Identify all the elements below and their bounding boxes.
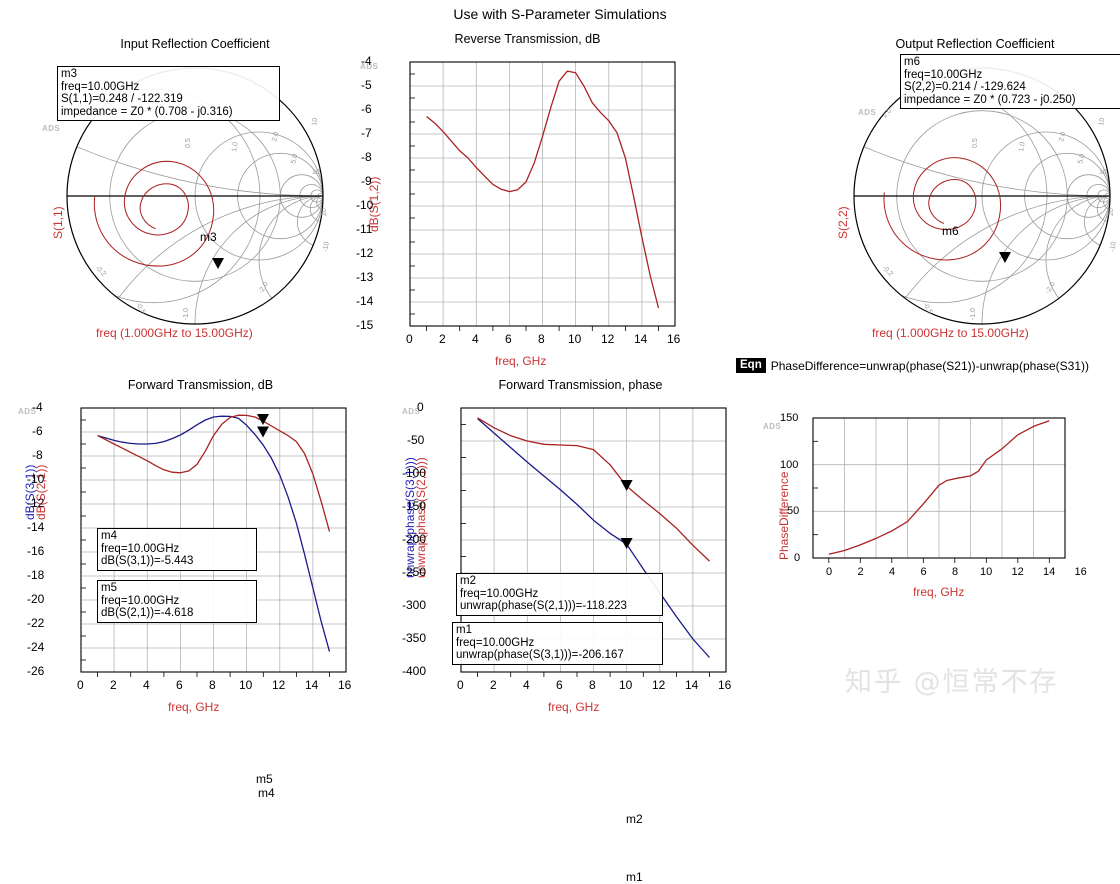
m2-l1: m2 [460, 575, 476, 587]
eqn-tag: Eqn [736, 358, 766, 373]
marker-label-m5[interactable]: m5 [256, 772, 273, 786]
plot-title: Forward Transmission, dB [127, 378, 274, 392]
svg-text:2.0: 2.0 [881, 108, 893, 120]
smith-x-axis-label: freq (1.000GHz to 15.00GHz) [872, 326, 1029, 340]
svg-text:-1.0: -1.0 [183, 308, 190, 320]
svg-text:-10: -10 [1109, 241, 1118, 252]
m4-l2: freq=10.00GHz [101, 542, 180, 555]
reverse-transmission-graphic [409, 61, 676, 331]
marker-label-m6[interactable]: m6 [942, 224, 959, 238]
forward-transmission-phase-plot[interactable]: Forward Transmission, phase ADS unwrap(p… [398, 378, 748, 884]
m1-l1: m1 [456, 624, 472, 636]
reverse-transmission-x-label: freq, GHz [495, 354, 547, 368]
svg-text:10: 10 [1099, 169, 1107, 176]
svg-text:-10: -10 [322, 241, 331, 252]
ads-watermark: ADS [402, 407, 421, 416]
plot-title: Forward Transmission, phase [498, 378, 663, 392]
equation-row[interactable]: Eqn PhaseDifference=unwrap(phase(S21))-u… [736, 358, 1089, 373]
m5-l2: freq=10.00GHz [101, 594, 180, 607]
page-title: Use with S-Parameter Simulations [453, 6, 667, 22]
marker-box-m2[interactable]: m2 freq=10.00GHz unwrap(phase(S(2,1)))=-11… [456, 573, 663, 616]
svg-text:1.0: 1.0 [231, 141, 240, 152]
marker-box-m5[interactable]: m5 freq=10.00GHz dB(S(2,1))=-4.618 [97, 580, 257, 623]
eqn-expression: PhaseDifference=unwrap(phase(S21))-unwra… [770, 358, 1090, 373]
svg-text:2.0: 2.0 [1058, 131, 1067, 142]
plot-title: Input Reflection Coefficient [120, 37, 270, 51]
m1-l3: unwrap(phase(S(3,1)))=-206.167 [456, 649, 624, 662]
marker-label-m3[interactable]: m3 [200, 230, 217, 244]
marker-label-m1[interactable]: m1 [626, 870, 643, 884]
m1-l2: freq=10.00GHz [456, 636, 535, 649]
phase-difference-plot[interactable]: ADS PhaseDifference [758, 392, 1118, 602]
m2-l3: unwrap(phase(S(2,1)))=-118.223 [460, 600, 627, 613]
m4-l3: dB(S(3,1))=-5.443 [101, 555, 194, 568]
m5-l1: m5 [101, 582, 117, 594]
ads-dataset-display: Use with S-Parameter Simulations Input R… [18, 6, 1120, 884]
phase-difference-graphic [812, 417, 1066, 563]
marker-label-m4[interactable]: m4 [258, 786, 275, 800]
svg-text:5.0: 5.0 [290, 153, 299, 164]
phase-x-label: freq, GHz [548, 700, 600, 714]
svg-text:1.0: 1.0 [1018, 141, 1027, 152]
svg-text:20: 20 [1108, 208, 1115, 216]
m2-l2: freq=10.00GHz [460, 587, 539, 600]
svg-text:-1.0: -1.0 [970, 308, 977, 320]
svg-text:20: 20 [321, 208, 328, 216]
smith-chart-graphic: 1.0 -1.0 0.5 2.0 -0.2 -0.5 -2.0 1.0 2.0 … [66, 67, 331, 325]
forward-db-x-label: freq, GHz [168, 700, 220, 714]
m4-l1: m4 [101, 530, 117, 542]
svg-text:2.0: 2.0 [271, 131, 280, 142]
m5-l3: dB(S(2,1))=-4.618 [101, 607, 194, 620]
marker-label-m2[interactable]: m2 [626, 812, 643, 826]
svg-text:0.5: 0.5 [185, 138, 192, 148]
smith-x-axis-label: freq (1.000GHz to 15.00GHz) [96, 326, 253, 340]
svg-text:10: 10 [1098, 117, 1106, 126]
input-reflection-smith-plot[interactable]: Input Reflection Coefficient ADS S(1,1) [40, 34, 350, 344]
plot-title: Reverse Transmission, dB [454, 32, 601, 46]
ads-watermark: ADS [858, 108, 877, 117]
reverse-transmission-plot[interactable]: Reverse Transmission, dB ADS dB(S(1,2)) [355, 32, 700, 372]
svg-text:10: 10 [311, 117, 319, 126]
marker-box-m3[interactable]: m3 freq=10.00GHz S(1,1)=0.248 / -122.319… [57, 66, 280, 122]
marker-box-m6[interactable]: m6 freq=10.00GHz S(2,2)=0.214 / -129.624… [900, 54, 1120, 110]
marker-box-m1[interactable]: m1 freq=10.00GHz unwrap(phase(S(3,1)))=-20… [452, 622, 663, 665]
phase-difference-x-label: freq, GHz [913, 585, 965, 599]
marker-box-m4[interactable]: m4 freq=10.00GHz dB(S(3,1))=-5.443 [97, 528, 257, 571]
ads-watermark: ADS [763, 422, 782, 431]
plot-title: Output Reflection Coefficient [895, 37, 1055, 51]
svg-text:0.5: 0.5 [972, 138, 979, 148]
site-watermark: 知乎 @恒常不存 [845, 667, 1059, 698]
ads-watermark: ADS [360, 62, 379, 71]
svg-text:10: 10 [312, 169, 320, 176]
ads-watermark: ADS [18, 407, 37, 416]
svg-text:5.0: 5.0 [1077, 153, 1086, 164]
ads-watermark: ADS [42, 124, 61, 133]
